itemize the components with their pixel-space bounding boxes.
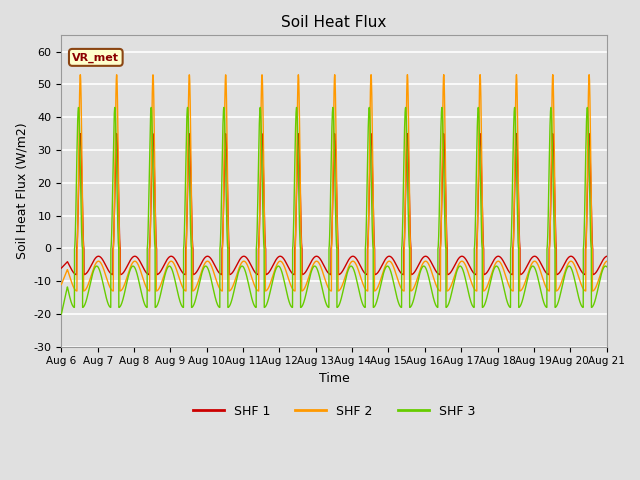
X-axis label: Time: Time: [319, 372, 349, 385]
Legend: SHF 1, SHF 2, SHF 3: SHF 1, SHF 2, SHF 3: [188, 400, 481, 423]
Y-axis label: Soil Heat Flux (W/m2): Soil Heat Flux (W/m2): [15, 123, 28, 259]
Text: VR_met: VR_met: [72, 52, 119, 62]
Title: Soil Heat Flux: Soil Heat Flux: [282, 15, 387, 30]
